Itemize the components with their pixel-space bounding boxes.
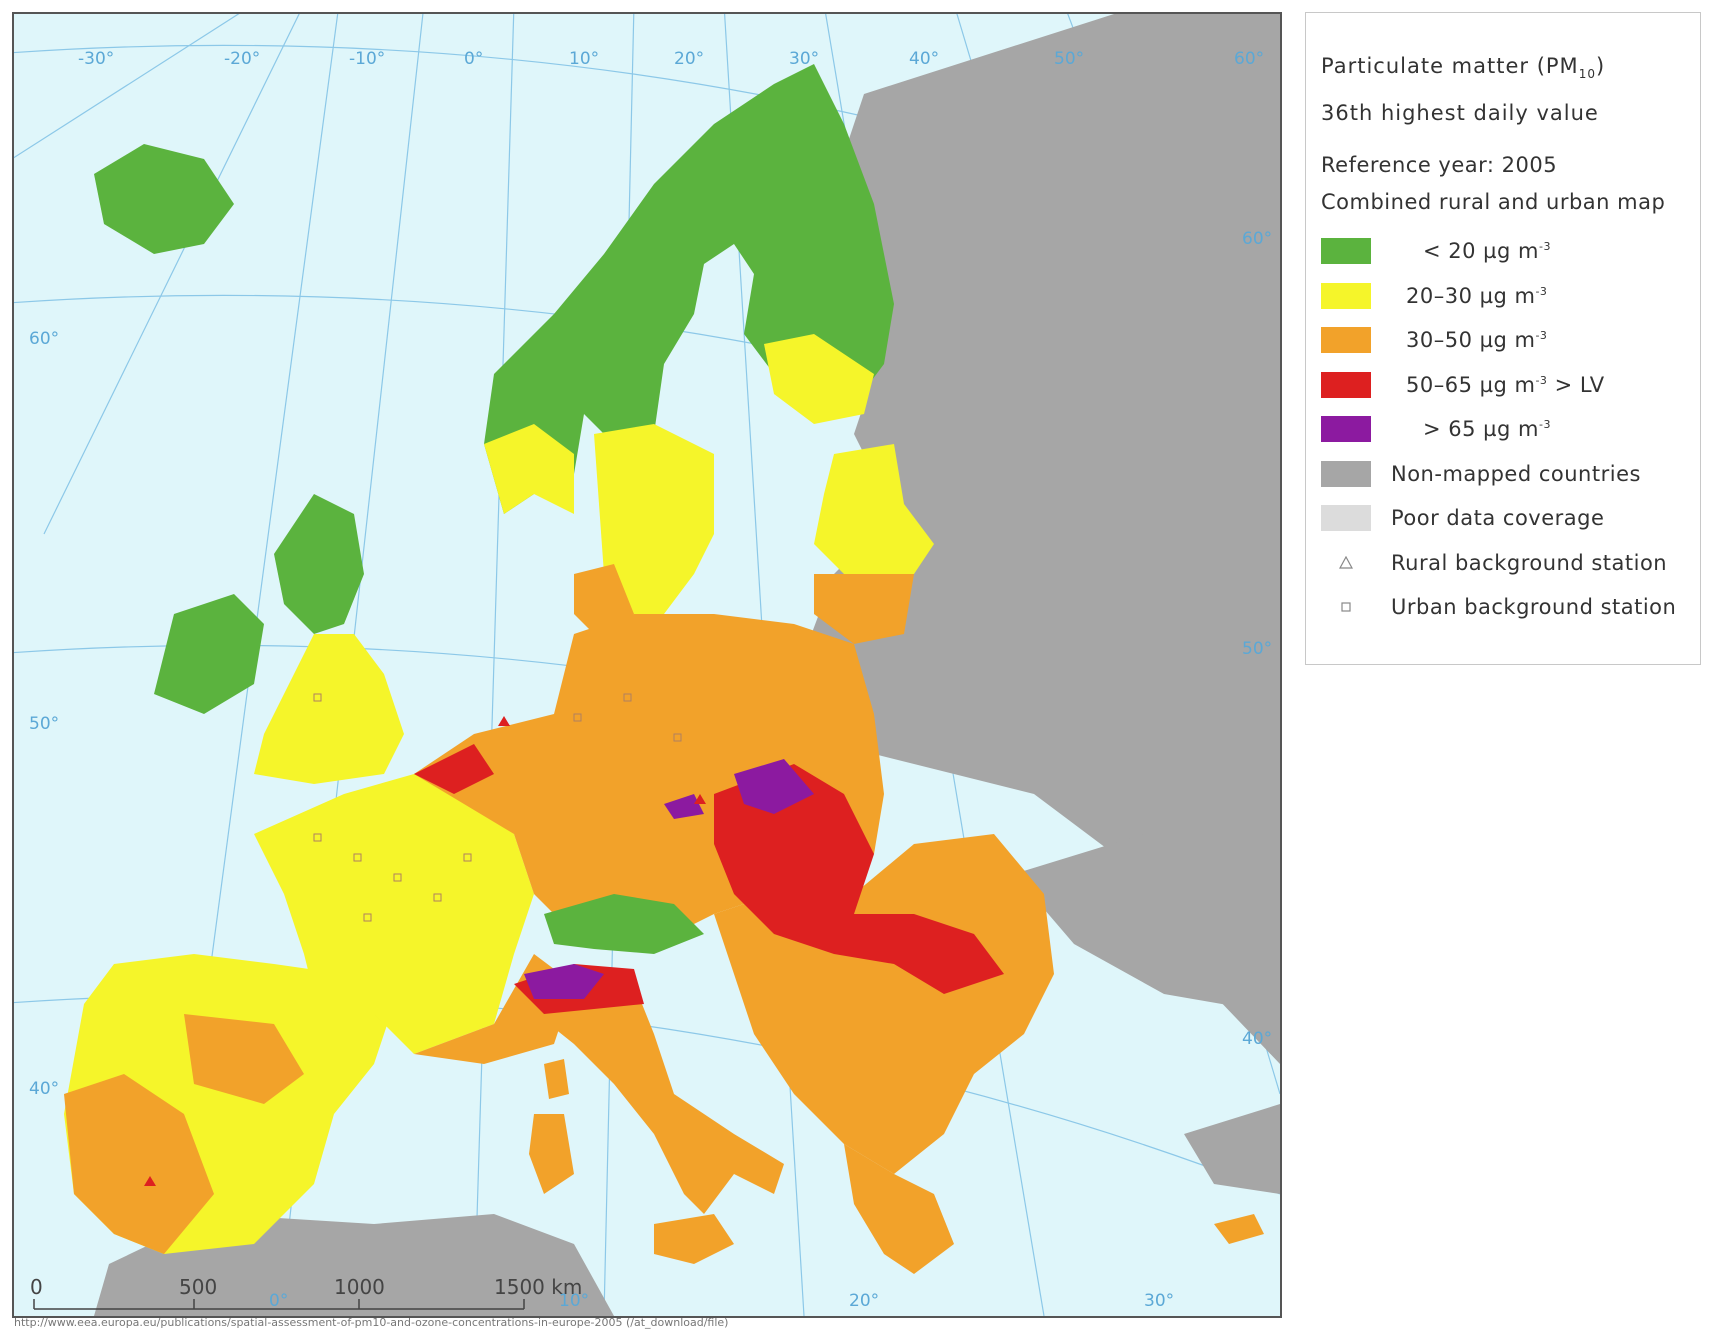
- lon-label: 10°: [569, 49, 599, 69]
- legend-non-mapped: Non-mapped countries: [1321, 452, 1700, 497]
- legend-swatch: [1321, 327, 1371, 354]
- legend-class-30-50: 30–50 µg m-3: [1321, 318, 1700, 363]
- legend-subtitle: 36th highest daily value: [1321, 101, 1599, 126]
- lat-label: 50°: [1242, 639, 1272, 659]
- legend-swatch: [1321, 460, 1371, 487]
- sardinia: [529, 1114, 574, 1194]
- legend-class-lt20: < 20 µg m-3: [1321, 229, 1700, 274]
- legend-poor-coverage: Poor data coverage: [1321, 496, 1700, 541]
- lon-label: 0°: [269, 1291, 288, 1311]
- scale-label: 500: [179, 1275, 217, 1299]
- legend-symbol-label: Urban background station: [1391, 594, 1677, 619]
- lat-label: 40°: [1242, 1029, 1272, 1049]
- italy: [524, 974, 784, 1214]
- lon-label: 40°: [909, 49, 939, 69]
- lon-label: -10°: [349, 49, 385, 69]
- lon-label: 50°: [1054, 49, 1084, 69]
- scale-label: 1500 km: [494, 1275, 582, 1299]
- lat-label: 40°: [29, 1079, 59, 1099]
- lon-label: 0°: [464, 49, 483, 69]
- scale-label: 1000: [334, 1275, 385, 1299]
- high-concentration-areas: [414, 744, 1004, 1014]
- corsica: [544, 1059, 569, 1099]
- legend-class-gt65: > 65 µg m-3: [1321, 407, 1700, 452]
- legend-class-label: 30–50 µg m-3: [1406, 328, 1548, 353]
- triangle-icon: [1321, 556, 1371, 569]
- legend-rural-station: Rural background station: [1321, 541, 1700, 585]
- legend-title: Particulate matter (PM10): [1321, 54, 1606, 82]
- legend-class-label: 50–65 µg m-3 > LV: [1406, 372, 1605, 397]
- baltic-states: [814, 444, 934, 644]
- lon-label: 10°: [559, 1291, 589, 1311]
- legend-class-label: 20–30 µg m-3: [1406, 283, 1548, 308]
- longitude-labels: -30° -20° -10° 0° 10° 20° 30° 40° 50° 60…: [78, 49, 1264, 69]
- legend-symbol-label: Rural background station: [1391, 550, 1668, 575]
- lon-label: 30°: [1144, 1291, 1174, 1311]
- sicily: [654, 1214, 734, 1264]
- legend-class-label: < 20 µg m-3: [1423, 239, 1551, 264]
- rural-stations: [144, 716, 706, 1186]
- british-isles: [154, 494, 404, 784]
- legend-other-label: Poor data coverage: [1391, 506, 1605, 531]
- legend-class-50-65: 50–65 µg m-3 > LV: [1321, 363, 1700, 408]
- legend-class-label: > 65 µg m-3: [1423, 417, 1551, 442]
- lon-label: 20°: [674, 49, 704, 69]
- lat-label: 60°: [29, 329, 59, 349]
- scandinavia: [484, 64, 894, 624]
- legend-reference-year: Reference year: 2005: [1321, 153, 1558, 178]
- france: [254, 774, 534, 1054]
- iceland: [94, 144, 234, 254]
- lat-label: 50°: [29, 714, 59, 734]
- cyprus: [1214, 1214, 1264, 1244]
- lat-label: 60°: [1242, 229, 1272, 249]
- latitude-labels: 60° 50° 40° 60° 50° 40°: [29, 229, 1272, 1099]
- legend-swatch: [1321, 371, 1371, 398]
- scale-bar: 0 500 1000 1500 km: [30, 1275, 582, 1310]
- legend-swatch: [1321, 238, 1371, 265]
- lon-label: 20°: [849, 1291, 879, 1311]
- legend-swatch: [1321, 282, 1371, 309]
- non-mapped-countries: [94, 14, 1280, 1316]
- scale-label: 0: [30, 1275, 43, 1299]
- map-frame: -30° -20° -10° 0° 10° 20° 30° 40° 50° 60…: [12, 12, 1282, 1318]
- legend-swatch: [1321, 505, 1371, 532]
- source-url: http://www.eea.europa.eu/publications/sp…: [14, 1316, 729, 1329]
- alps: [544, 894, 704, 954]
- lon-label: -20°: [224, 49, 260, 69]
- bottom-longitude-labels: 0° 10° 20° 30°: [269, 1291, 1174, 1311]
- urban-stations: [313, 693, 682, 922]
- lon-label: 30°: [789, 49, 819, 69]
- legend: Particulate matter (PM10) 36th highest d…: [1305, 12, 1701, 665]
- pm10-europe-map: -30° -20° -10° 0° 10° 20° 30° 40° 50° 60…: [14, 14, 1280, 1316]
- lon-label: 60°: [1234, 49, 1264, 69]
- legend-map-type: Combined rural and urban map: [1321, 190, 1666, 215]
- legend-other-label: Non-mapped countries: [1391, 461, 1641, 486]
- denmark: [574, 564, 634, 634]
- lon-label: -30°: [78, 49, 114, 69]
- legend-swatch: [1321, 416, 1371, 443]
- iberian-peninsula: [64, 954, 394, 1254]
- square-icon: [1321, 602, 1371, 612]
- greece: [844, 1144, 954, 1274]
- legend-class-20-30: 20–30 µg m-3: [1321, 274, 1700, 319]
- legend-urban-station: Urban background station: [1321, 585, 1700, 629]
